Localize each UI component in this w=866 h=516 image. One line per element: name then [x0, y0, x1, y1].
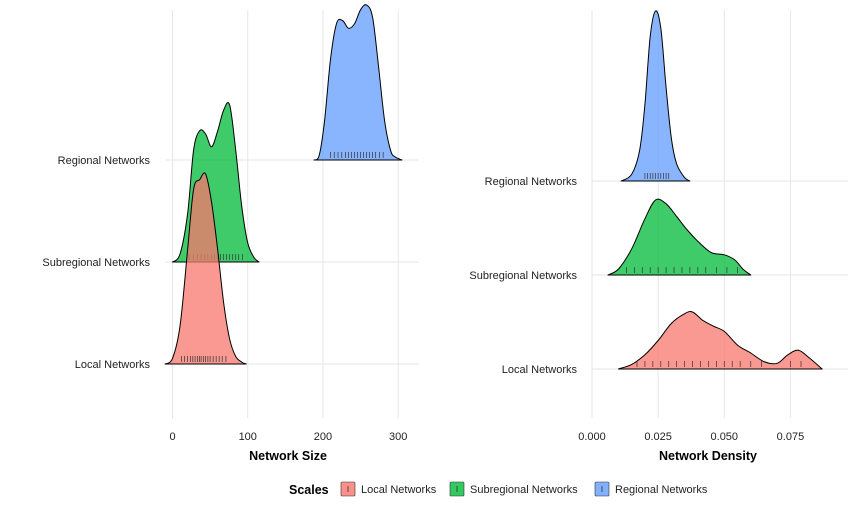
network-density-panel: Local Networks Subregional Networks Region… [469, 10, 848, 463]
size-x-tick-label-2: 200 [314, 431, 332, 443]
density-x-axis-title: Network Density [659, 449, 757, 463]
density-ridge-local [619, 312, 823, 369]
size-category-label-local: Local Networks [75, 359, 151, 371]
size-x-tick-label-1: 100 [239, 431, 257, 443]
legend-label-local: Local Networks [361, 484, 437, 496]
legend-title: Scales [289, 483, 329, 497]
density-category-label-subregional: Subregional Networks [469, 270, 577, 282]
density-x-tick-label-1: 0.025 [644, 431, 672, 443]
size-ridge-regional [314, 5, 402, 160]
density-x-tick-label-3: 0.075 [777, 431, 805, 443]
legend-label-regional: Regional Networks [615, 484, 708, 496]
size-category-label-subregional: Subregional Networks [42, 257, 150, 269]
density-x-tick-label-2: 0.050 [711, 431, 739, 443]
size-x-tick-label-0: 0 [169, 431, 175, 443]
density-ridge-regional [621, 11, 690, 181]
legend: Scales Local Networks Subregional Networ… [289, 482, 708, 497]
density-category-label-local: Local Networks [502, 364, 578, 376]
size-x-tick-label-3: 300 [389, 431, 407, 443]
legend-label-subregional: Subregional Networks [470, 484, 578, 496]
density-x-tick-label-0: 0.000 [578, 431, 606, 443]
size-x-axis-title: Network Size [249, 449, 327, 463]
size-category-label-regional: Regional Networks [58, 155, 151, 167]
density-category-label-regional: Regional Networks [485, 176, 578, 188]
network-size-panel: Local Networks Subregional Networks Region… [42, 5, 419, 463]
density-ridge-subregional [608, 199, 751, 275]
